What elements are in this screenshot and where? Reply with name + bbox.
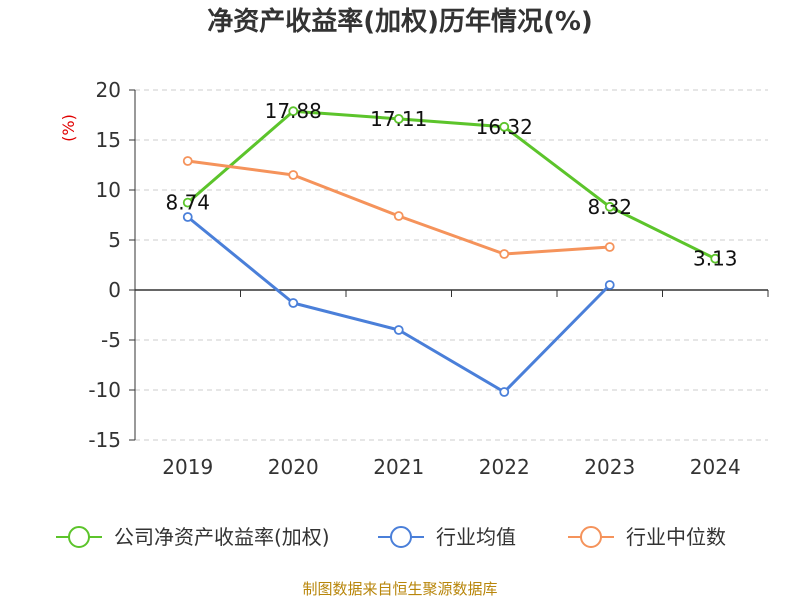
data-point [604,280,615,290]
y-tick-label: 10 [96,178,121,202]
data-point [393,114,404,124]
legend-item-1[interactable]: 行业均值 [378,525,516,549]
legend-label: 公司净资产收益率(加权) [114,525,330,549]
data-point [288,106,299,117]
x-tick-label: 2020 [268,455,319,479]
y-axis-unit: (%) [59,114,78,142]
data-point [604,242,615,252]
legend-marker-icon [68,526,90,548]
y-tick-label: 15 [96,128,121,152]
x-tick-label: 2021 [373,455,424,479]
legend: 公司净资产收益率(加权) 行业均值 行业中位数 [56,525,726,549]
data-point [182,197,193,208]
y-tick-label: -10 [88,378,121,402]
grid-layer [135,89,768,441]
y-tick-label: -15 [88,428,121,452]
axis-layer: 20 15 10 5 0 -5 -10 -15 2019 2020 2021 2022 2023 2024 [88,78,769,479]
series-layer [182,106,721,397]
legend-item-2[interactable]: 行业中位数 [568,525,726,549]
series-line-0 [186,109,716,261]
y-tick-label: -5 [101,328,121,352]
data-point [499,249,510,259]
legend-marker-icon [390,526,412,548]
x-tick-label: 2023 [584,455,635,479]
chart-title: 净资产收益率(加权)历年情况(%) [207,6,593,37]
series-line-1 [186,215,611,394]
data-point [393,325,404,335]
data-label-layer: 8.74 17.88 17.11 16.32 8.32 3.13 [165,99,737,271]
x-tick-label: 2019 [162,455,213,479]
data-point [288,298,299,308]
data-point [288,170,299,180]
legend-label: 行业中位数 [626,525,726,549]
y-tick-label: 5 [108,228,121,252]
data-point [710,253,721,264]
legend-label: 行业均值 [436,525,516,549]
x-tick-label: 2024 [690,455,741,479]
data-label: 17.88 [265,99,322,123]
y-tick-label: 0 [108,278,121,302]
legend-item-0[interactable]: 公司净资产收益率(加权) [56,525,330,549]
legend-marker-icon [580,526,602,548]
data-point [604,201,615,212]
data-point [499,121,510,132]
data-point [393,211,404,221]
source-note: 制图数据来自恒生聚源数据库 [302,580,497,598]
data-label: 8.32 [587,195,632,219]
data-label: 17.11 [370,107,427,131]
x-tick-label: 2022 [479,455,530,479]
data-label: 3.13 [693,247,738,271]
data-point [182,212,193,222]
y-tick-label: 20 [96,78,121,102]
data-label: 16.32 [476,115,533,139]
data-point [182,156,193,166]
data-point [499,387,510,397]
data-label: 8.74 [165,191,210,215]
